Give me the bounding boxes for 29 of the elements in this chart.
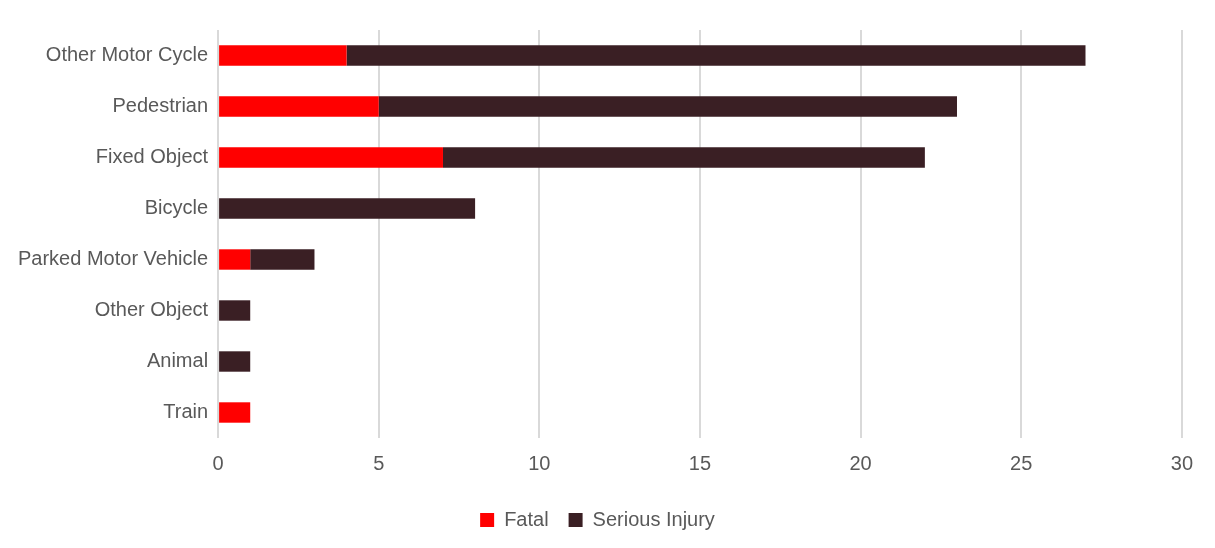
x-tick-label: 0 xyxy=(212,451,224,474)
legend-label: Fatal xyxy=(504,507,549,530)
y-tick-label: Other Object xyxy=(94,298,209,321)
bar xyxy=(219,300,251,321)
bar xyxy=(346,45,1086,66)
y-tick-label: Bicycle xyxy=(144,196,209,219)
bar xyxy=(219,249,251,270)
y-tick-label: Train xyxy=(163,400,209,423)
bar xyxy=(219,402,251,423)
bar xyxy=(442,147,925,168)
x-tick-label: 30 xyxy=(1170,451,1193,474)
x-tick-label: 25 xyxy=(1010,451,1033,474)
bar xyxy=(250,249,315,270)
y-tick-label: Other Motor Cycle xyxy=(45,43,209,66)
x-tick-label: 5 xyxy=(373,451,385,474)
x-tick-label: 15 xyxy=(688,451,712,474)
bar xyxy=(378,96,957,117)
y-tick-label: Parked Motor Vehicle xyxy=(17,247,209,270)
y-tick-label: Pedestrian xyxy=(112,94,209,117)
bar xyxy=(219,351,251,372)
legend-label: Serious Injury xyxy=(592,507,715,530)
x-tick-label: 10 xyxy=(528,451,551,474)
bar xyxy=(219,198,476,219)
y-tick-label: Fixed Object xyxy=(95,145,209,168)
x-tick-label: 20 xyxy=(849,451,872,474)
bar xyxy=(219,45,347,66)
bar xyxy=(219,96,379,117)
y-tick-label: Animal xyxy=(146,349,209,372)
bar xyxy=(219,147,443,168)
